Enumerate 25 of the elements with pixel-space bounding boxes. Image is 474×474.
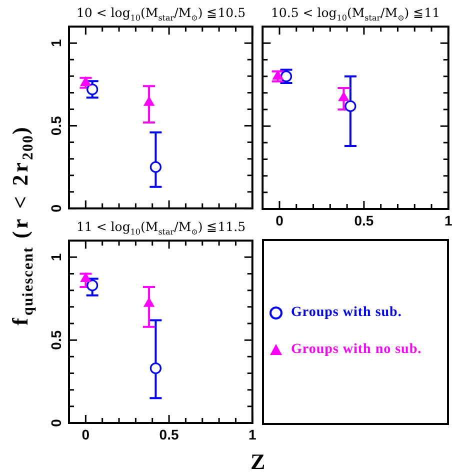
x-tick-label: 0 xyxy=(82,426,90,442)
x-tick-label: 1 xyxy=(444,212,452,228)
point xyxy=(144,96,154,106)
y-tick-label: 0.5 xyxy=(48,330,64,350)
point xyxy=(150,362,162,374)
point xyxy=(80,76,91,86)
y-tick-label: 1 xyxy=(48,253,64,262)
point xyxy=(144,298,154,307)
point xyxy=(80,272,91,282)
x-tick-label: 0.5 xyxy=(159,426,179,442)
chart-title: 11 < log$_{10}$(M$_{star}$/M$_{⊙}$) ≦11.5 xyxy=(76,219,246,236)
chart-title: 10.5 < log$_{10}$(M$_{star}$/M$_{⊙}$) ≦11 xyxy=(270,5,440,22)
y-tick-label: 0 xyxy=(48,204,64,212)
point xyxy=(150,161,162,173)
point xyxy=(86,280,98,292)
x-tick-label: 1 xyxy=(248,426,256,442)
x-tick-label: 0 xyxy=(276,212,284,228)
legend-label: Groups with sub. xyxy=(291,305,402,322)
y-tick-label: 1 xyxy=(48,39,64,48)
chart-title: 10 < log$_{10}$(M$_{star}$/M$_{⊙}$) ≦10.5 xyxy=(76,5,246,22)
y-tick-label: 0.5 xyxy=(48,116,64,136)
x-tick-label: 0.5 xyxy=(354,212,374,228)
y-tick-label: 0 xyxy=(48,418,64,427)
x-axis-title: Z xyxy=(250,449,268,474)
legend-label: Groups with no sub. xyxy=(291,342,422,358)
